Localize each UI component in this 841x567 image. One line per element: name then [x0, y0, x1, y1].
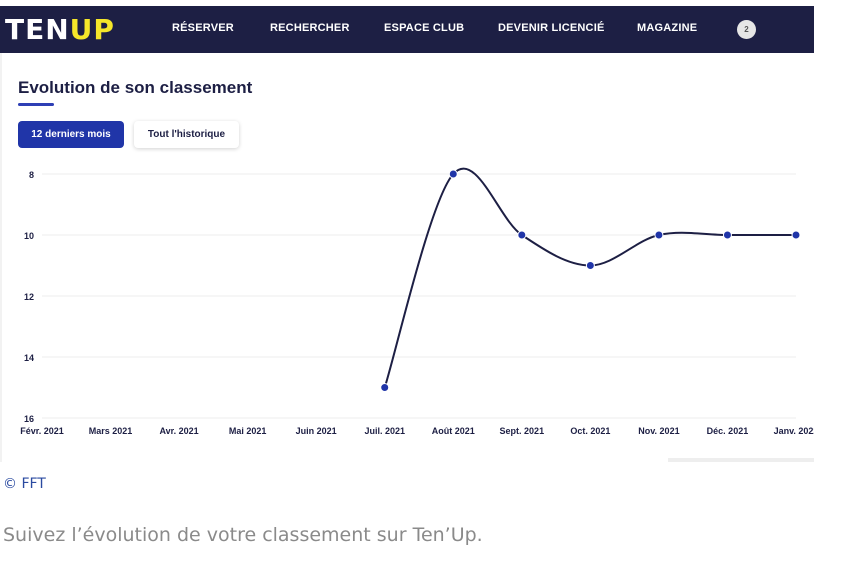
panel-edge [0, 53, 2, 462]
logo-accent-text: UP [69, 13, 115, 46]
image-caption: Suivez l’évolution de votre classement s… [3, 524, 483, 546]
y-tick-label: 8 [29, 170, 34, 180]
data-point [791, 230, 801, 240]
screenshot: TENUP RÉSERVER RECHERCHER ESPACE CLUB DE… [0, 6, 814, 462]
nav-item-devenir-licencie[interactable]: DEVENIR LICENCIÉ [498, 22, 605, 34]
x-tick-label: Févr. 2021 [20, 426, 64, 436]
tab-12-derniers-mois[interactable]: 12 derniers mois [18, 121, 124, 148]
data-point [517, 230, 527, 240]
x-tick-label: Mars 2021 [89, 426, 133, 436]
avatar[interactable]: 2 [737, 20, 756, 39]
x-tick-label: Janv. 2022 [774, 426, 814, 436]
data-point [448, 169, 458, 179]
nav-item-magazine[interactable]: MAGAZINE [637, 22, 698, 34]
top-navbar: TENUP RÉSERVER RECHERCHER ESPACE CLUB DE… [0, 6, 814, 53]
x-tick-label: Juil. 2021 [364, 426, 405, 436]
x-tick-label: Avr. 2021 [159, 426, 198, 436]
data-point [722, 230, 732, 240]
y-tick-label: 10 [24, 231, 34, 241]
scroll-strip [668, 458, 814, 462]
y-tick-label: 16 [24, 414, 34, 424]
photo-credit: © FFT [3, 476, 46, 492]
x-tick-label: Nov. 2021 [638, 426, 679, 436]
nav-item-espace-club[interactable]: ESPACE CLUB [384, 22, 465, 34]
tenup-logo[interactable]: TENUP [5, 16, 115, 44]
ranking-line-chart: 8 10 12 14 16 Févr. 2021 Mars 2021 Avr. 2021 Mai… [20, 167, 814, 436]
x-tick-label: Mai 2021 [229, 426, 267, 436]
x-tick-label: Oct. 2021 [570, 426, 610, 436]
tab-tout-historique[interactable]: Tout l'historique [134, 121, 239, 148]
page-title: Evolution de son classement [18, 78, 253, 97]
x-tick-label: Sept. 2021 [500, 426, 545, 436]
nav-item-reserver[interactable]: RÉSERVER [172, 22, 234, 34]
x-tick-label: Juin 2021 [296, 426, 337, 436]
logo-main-text: TEN [5, 13, 70, 46]
title-underline [18, 103, 54, 106]
series-line [383, 167, 796, 388]
data-point [585, 261, 595, 270]
y-tick-label: 12 [24, 292, 34, 302]
data-point [380, 383, 390, 392]
x-tick-label: Août 2021 [432, 426, 475, 436]
data-point [654, 230, 664, 240]
x-tick-label: Déc. 2021 [707, 426, 749, 436]
y-tick-label: 14 [24, 353, 34, 363]
nav-item-rechercher[interactable]: RECHERCHER [270, 22, 350, 34]
